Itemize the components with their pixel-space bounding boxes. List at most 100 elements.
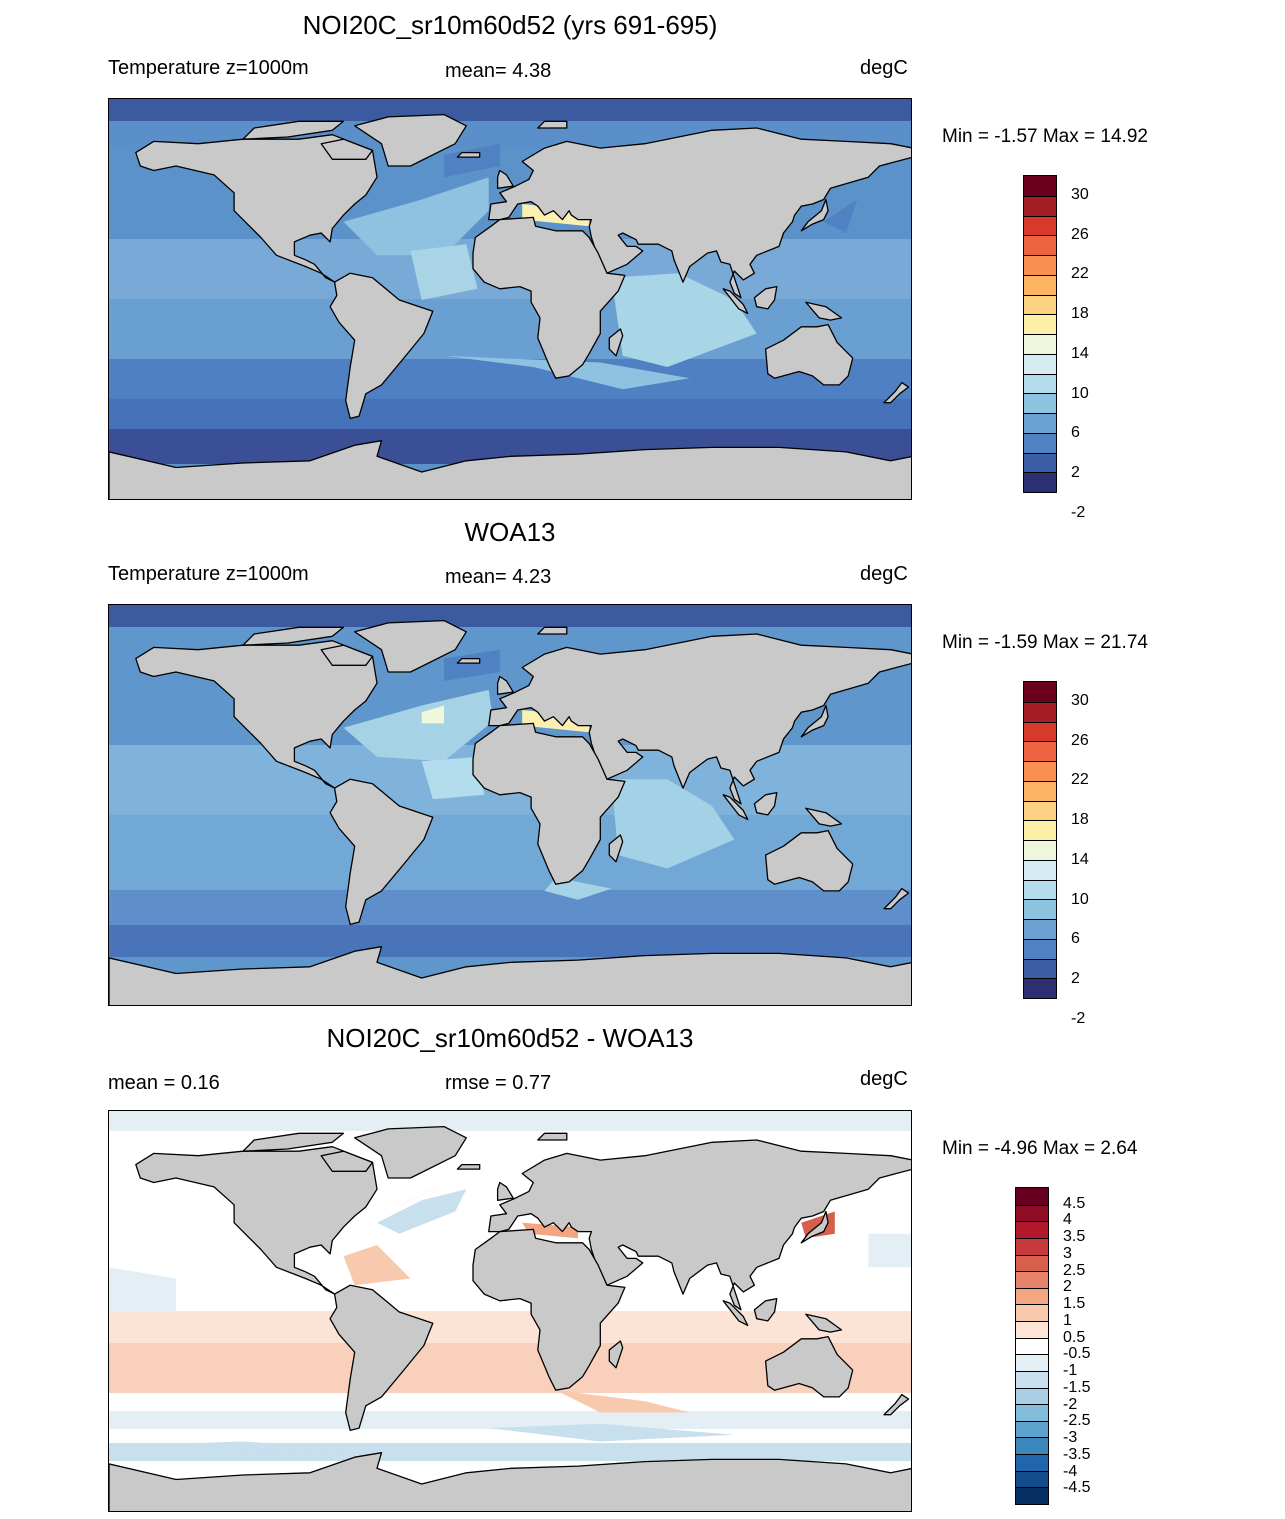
landmass-australia bbox=[764, 323, 854, 386]
landmass-svalbard bbox=[537, 120, 568, 129]
colorbar-tick-label: 14 bbox=[1071, 850, 1089, 868]
landmass-eurasia bbox=[488, 1139, 911, 1311]
landmass-japan bbox=[800, 198, 829, 232]
colorbar-tick-label: 26 bbox=[1071, 731, 1089, 749]
panel-3-mean-label: mean = 0.16 bbox=[108, 1072, 220, 1094]
colorbar-tick-label: 3.5 bbox=[1063, 1228, 1086, 1246]
ocean-contour-region bbox=[343, 689, 494, 762]
colorbar-tick-label: -3.5 bbox=[1063, 1445, 1091, 1463]
landmass-newGuinea bbox=[805, 807, 843, 827]
colorbar-tick-label: 1.5 bbox=[1063, 1295, 1086, 1313]
panel-3-colorbar bbox=[1015, 1187, 1049, 1505]
colorbar-tick-label: 1 bbox=[1063, 1311, 1072, 1329]
ocean-contour-region bbox=[109, 1267, 176, 1312]
ocean-contour-region bbox=[868, 1233, 911, 1268]
colorbar-tick-label: 3 bbox=[1063, 1244, 1072, 1262]
ocean-contour-region bbox=[444, 649, 500, 681]
landmass-madagascar bbox=[608, 1340, 624, 1369]
panel-3-title: NOI20C_sr10m60d52 - WOA13 bbox=[326, 1023, 694, 1053]
landmass-arcticIsl bbox=[242, 626, 345, 646]
ocean-contour-region bbox=[421, 756, 485, 800]
landmass-greenland bbox=[354, 619, 467, 673]
ocean-contour-band bbox=[109, 890, 911, 925]
colorbar-tick-label: 30 bbox=[1071, 185, 1089, 203]
landmass-iceland bbox=[456, 151, 481, 158]
colorbar-tick-label: -2.5 bbox=[1063, 1412, 1091, 1430]
panel-2-units-label: degC bbox=[860, 563, 908, 585]
ocean-contour-region bbox=[343, 177, 489, 256]
landmass-baffin bbox=[320, 644, 374, 666]
landmass-madagascar bbox=[608, 328, 624, 357]
landmass-baffin bbox=[320, 1150, 374, 1172]
colorbar-tick-label: 6 bbox=[1071, 930, 1080, 948]
panel-2-variable-label: Temperature z=1000m bbox=[108, 563, 309, 585]
landmass-antarctica bbox=[109, 440, 911, 499]
landmass-newZealand bbox=[883, 381, 910, 404]
ocean-contour-region bbox=[611, 273, 757, 367]
landmass-sumatra bbox=[722, 1300, 749, 1327]
panel-3-rmse-label: rmse = 0.77 bbox=[445, 1072, 552, 1094]
landmass-borneo bbox=[753, 285, 778, 310]
ocean-contour-region bbox=[109, 1441, 377, 1455]
landmass-southAmerica bbox=[329, 272, 434, 420]
ocean-contour-region bbox=[421, 705, 444, 724]
colorbar-tick-label: 26 bbox=[1071, 225, 1089, 243]
landmass-australia bbox=[764, 829, 854, 892]
landmass-antarctica bbox=[109, 946, 911, 1005]
colorbar-tick-label: 4.5 bbox=[1063, 1194, 1086, 1212]
landmass-antarctica bbox=[109, 1452, 911, 1511]
landmass-eurasia bbox=[488, 633, 911, 805]
landmass-svalbard bbox=[537, 1132, 568, 1141]
colorbar-tick-label: -3 bbox=[1063, 1429, 1078, 1447]
ocean-contour-region bbox=[388, 1178, 456, 1212]
colorbar-tick-label: -1.5 bbox=[1063, 1378, 1091, 1396]
ocean-contour-region bbox=[410, 244, 478, 300]
ocean-contour-band bbox=[109, 399, 911, 429]
landmass-baffin bbox=[320, 138, 374, 160]
landmass-sumatra bbox=[722, 288, 749, 315]
ocean-contour-band bbox=[109, 605, 911, 627]
colorbar-tick-label: 0.5 bbox=[1063, 1328, 1086, 1346]
panel-1-map bbox=[108, 98, 912, 500]
landmass-newZealand bbox=[883, 887, 910, 910]
panel-2-colorbar bbox=[1023, 681, 1057, 999]
colorbar-tick-label: 2 bbox=[1071, 970, 1080, 988]
colorbar-tick-label: 30 bbox=[1071, 691, 1089, 709]
landmass-iceland bbox=[456, 1163, 481, 1170]
ocean-contour-region bbox=[488, 1423, 735, 1442]
panel-1-variable-label: Temperature z=1000m bbox=[108, 57, 309, 79]
landmass-uk bbox=[496, 169, 514, 189]
landmass-svalbard bbox=[537, 626, 568, 635]
panel-1-units-label: degC bbox=[860, 57, 908, 79]
landmass-southAmerica bbox=[329, 1284, 434, 1432]
panel-2-map bbox=[108, 604, 912, 1006]
landmass-greenland bbox=[354, 1125, 467, 1179]
colorbar-tick-label: 18 bbox=[1071, 305, 1089, 323]
landmass-newGuinea bbox=[805, 1313, 843, 1333]
ocean-contour-region bbox=[555, 1390, 690, 1413]
landmass-uk bbox=[496, 675, 514, 695]
landmass-newZealand bbox=[883, 1393, 910, 1416]
colorbar-tick-label: 2 bbox=[1063, 1278, 1072, 1296]
landmass-sumatra bbox=[722, 794, 749, 821]
landmass-uk bbox=[496, 1181, 514, 1201]
panel-3-units-label: degC bbox=[860, 1068, 908, 1090]
colorbar-tick-label: -4.5 bbox=[1063, 1479, 1091, 1497]
ocean-contour-region bbox=[823, 199, 858, 233]
colorbar-tick-label: -2 bbox=[1063, 1395, 1078, 1413]
panel-1-mean-label: mean= 4.38 bbox=[445, 60, 552, 82]
landmass-arcticIsl bbox=[242, 1132, 345, 1152]
colorbar-tick-label: 2.5 bbox=[1063, 1261, 1086, 1279]
landmass-iceland bbox=[456, 657, 481, 664]
landmass-borneo bbox=[753, 791, 778, 816]
landmass-borneo bbox=[753, 1297, 778, 1322]
colorbar-tick-label: 14 bbox=[1071, 344, 1089, 362]
panel-3-map bbox=[108, 1110, 912, 1512]
colorbar-tick-label: 4 bbox=[1063, 1211, 1072, 1229]
colorbar-tick-label: 2 bbox=[1071, 464, 1080, 482]
ocean-contour-region bbox=[377, 1189, 467, 1234]
panel-1-colorbar bbox=[1023, 175, 1057, 493]
colorbar-tick-label: -2 bbox=[1071, 503, 1086, 521]
landmass-madagascar bbox=[608, 834, 624, 863]
landmass-eurasia bbox=[488, 127, 911, 299]
